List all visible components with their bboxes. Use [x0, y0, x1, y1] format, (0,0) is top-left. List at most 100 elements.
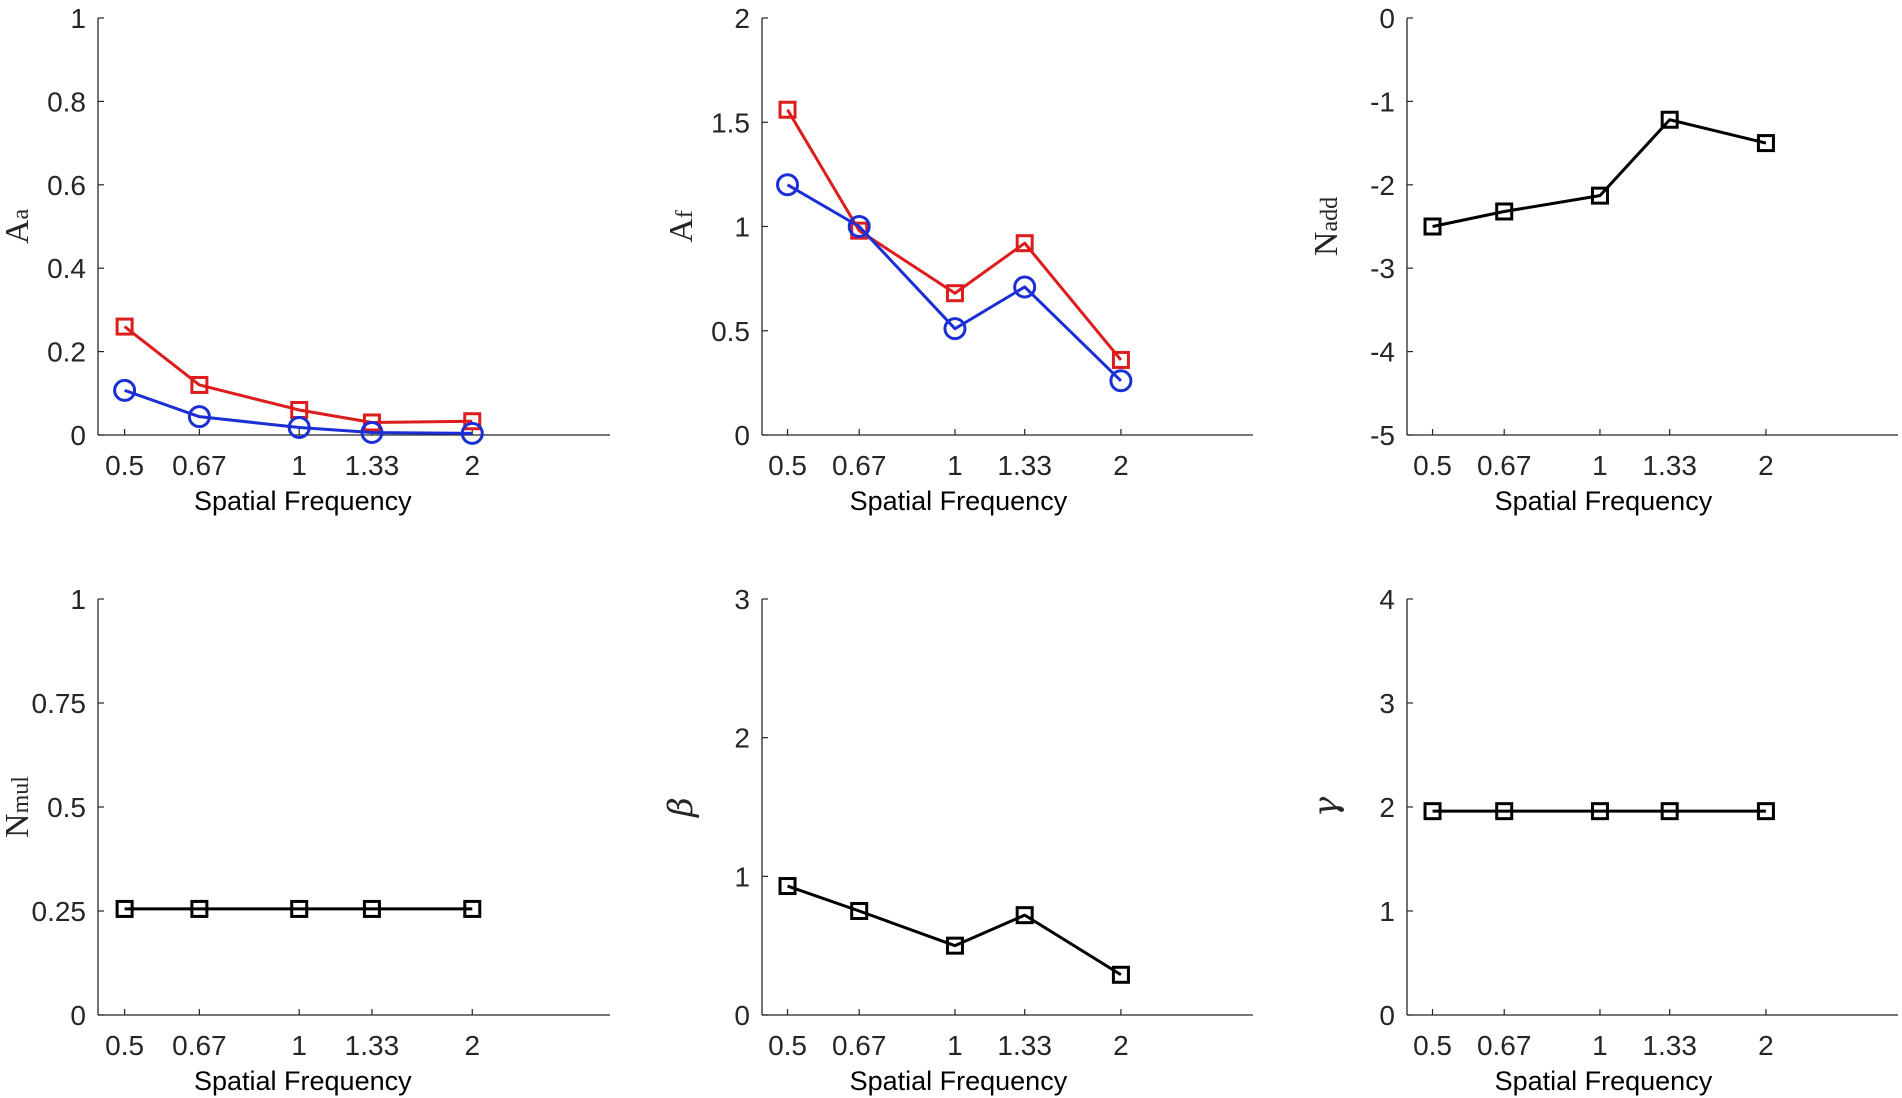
x-tick-label: 1 [947, 1030, 963, 1061]
y-tick-label: 0.5 [47, 792, 86, 823]
x-tick-label: 1.33 [1642, 1030, 1697, 1061]
x-tick-label: 1.33 [1642, 450, 1697, 481]
data-point-black-5 [463, 899, 482, 918]
y-axis-label-main: A [0, 219, 36, 244]
x-axis-label: Spatial Frequency [194, 1066, 412, 1096]
data-point-red-5 [1111, 350, 1130, 369]
data-point-red-1 [778, 100, 797, 119]
data-point-blue-2 [187, 405, 211, 429]
y-axis-label: Nmul [0, 776, 36, 838]
y-tick-label: 0.75 [32, 688, 87, 719]
data-point-black-2 [1495, 802, 1514, 821]
panel-6: 0 1 2 3 4 0.5 0.67 1 1.33 2 Spatial Frequency γ [1306, 584, 1898, 1096]
x-tick-label: 0.5 [768, 450, 807, 481]
data-point-black-5 [1111, 965, 1130, 984]
data-point-black-1 [1423, 802, 1442, 821]
x-tick-label: 2 [1758, 1030, 1774, 1061]
data-point-blue-3 [943, 317, 967, 341]
y-tick-label: 0.6 [47, 170, 86, 201]
series-line-blue [124, 388, 473, 435]
y-axis-label: γ [1306, 796, 1346, 817]
data-point-red-2 [190, 375, 209, 394]
data-point-black-5 [1756, 802, 1775, 821]
x-tick-label: 0.5 [1413, 450, 1452, 481]
y-tick-label: 0 [70, 1000, 86, 1031]
y-tick-label: 1 [1379, 896, 1395, 927]
y-tick-label: 3 [1379, 688, 1395, 719]
y-tick-label: 3 [734, 584, 750, 615]
data-point-blue-4 [1013, 275, 1037, 299]
data-point-red-1 [115, 317, 134, 336]
y-tick-label: -1 [1370, 86, 1395, 117]
data-point-black-2 [1495, 202, 1514, 221]
x-tick-label: 1 [1592, 1030, 1608, 1061]
y-tick-label: 0 [734, 1000, 750, 1031]
x-tick-label: 2 [1758, 450, 1774, 481]
y-tick-label: -3 [1370, 253, 1395, 284]
y-tick-label: 0 [1379, 3, 1395, 34]
x-axis-label: Spatial Frequency [850, 1066, 1068, 1096]
data-point-black-3 [1590, 802, 1609, 821]
x-tick-label: 0.5 [768, 1030, 807, 1061]
x-tick-label: 0.67 [1477, 1030, 1532, 1061]
y-tick-label: 0.25 [32, 896, 87, 927]
x-tick-label: 1.33 [997, 450, 1052, 481]
data-point-black-4 [1660, 110, 1679, 129]
x-tick-label: 0.67 [832, 1030, 887, 1061]
data-point-blue-1 [776, 173, 800, 197]
y-axis-label-subscript: f [672, 210, 698, 218]
data-point-blue-2 [847, 215, 871, 238]
y-tick-label: -5 [1370, 420, 1395, 451]
y-tick-label: -2 [1370, 170, 1395, 201]
x-tick-label: 2 [1113, 450, 1129, 481]
y-axis-label-subscript: add [1317, 197, 1343, 232]
x-tick-label: 0.67 [1477, 450, 1532, 481]
y-tick-label: 1 [70, 584, 86, 615]
data-point-blue-3 [287, 415, 311, 439]
series-line-blue [786, 183, 1122, 382]
x-axis-label: Spatial Frequency [1495, 486, 1713, 516]
data-point-blue-5 [460, 421, 484, 445]
data-point-blue-5 [1109, 369, 1133, 393]
data-point-black-1 [778, 877, 797, 896]
x-tick-label: 1 [1592, 450, 1608, 481]
y-tick-label: 0 [1379, 1000, 1395, 1031]
y-axis-label-main: β [661, 797, 701, 819]
series-line-black [1432, 118, 1767, 228]
y-axis-label: β [661, 797, 701, 819]
data-point-red-4 [1015, 234, 1034, 253]
y-axis-label: Af [663, 210, 700, 243]
data-point-black-2 [850, 902, 869, 920]
y-axis-label-subscript: a [8, 209, 34, 220]
data-point-red-5 [463, 412, 482, 431]
x-tick-label: 1.33 [997, 1030, 1052, 1061]
panel-1: 0 0.2 0.4 0.6 0.8 1 0.5 0.67 1 1.33 2 Spatial Frequ… [0, 3, 610, 516]
x-tick-label: 1 [291, 1030, 307, 1061]
data-point-black-3 [945, 936, 964, 955]
series-line-black [787, 884, 1122, 977]
data-point-blue-1 [113, 378, 137, 402]
y-tick-label: 2 [734, 723, 750, 754]
x-tick-label: 0.5 [1413, 1030, 1452, 1061]
y-tick-label: 0.8 [47, 86, 86, 117]
x-tick-label: 2 [464, 1030, 480, 1061]
x-tick-label: 0.67 [172, 1030, 227, 1061]
y-tick-label: -4 [1370, 337, 1395, 368]
data-point-black-1 [115, 899, 134, 918]
y-tick-label: 1 [734, 212, 750, 243]
y-tick-label: 0.2 [47, 337, 86, 368]
x-tick-label: 2 [464, 450, 480, 481]
y-tick-label: 2 [1379, 792, 1395, 823]
panel-5: 0 1 2 3 0.5 0.67 1 1.33 2 Spatial Frequency β [661, 584, 1253, 1096]
data-point-black-4 [1660, 802, 1679, 821]
y-tick-label: 1.5 [711, 107, 750, 138]
x-tick-label: 2 [1113, 1030, 1129, 1061]
data-point-red-4 [362, 413, 381, 432]
data-point-black-5 [1756, 134, 1775, 153]
x-tick-label: 0.5 [105, 450, 144, 481]
y-axis-label-main: γ [1306, 796, 1346, 817]
y-axis-label: Nadd [1308, 197, 1345, 256]
y-tick-label: 4 [1379, 584, 1395, 615]
x-axis-label: Spatial Frequency [850, 486, 1068, 516]
y-tick-label: 2 [734, 3, 750, 34]
